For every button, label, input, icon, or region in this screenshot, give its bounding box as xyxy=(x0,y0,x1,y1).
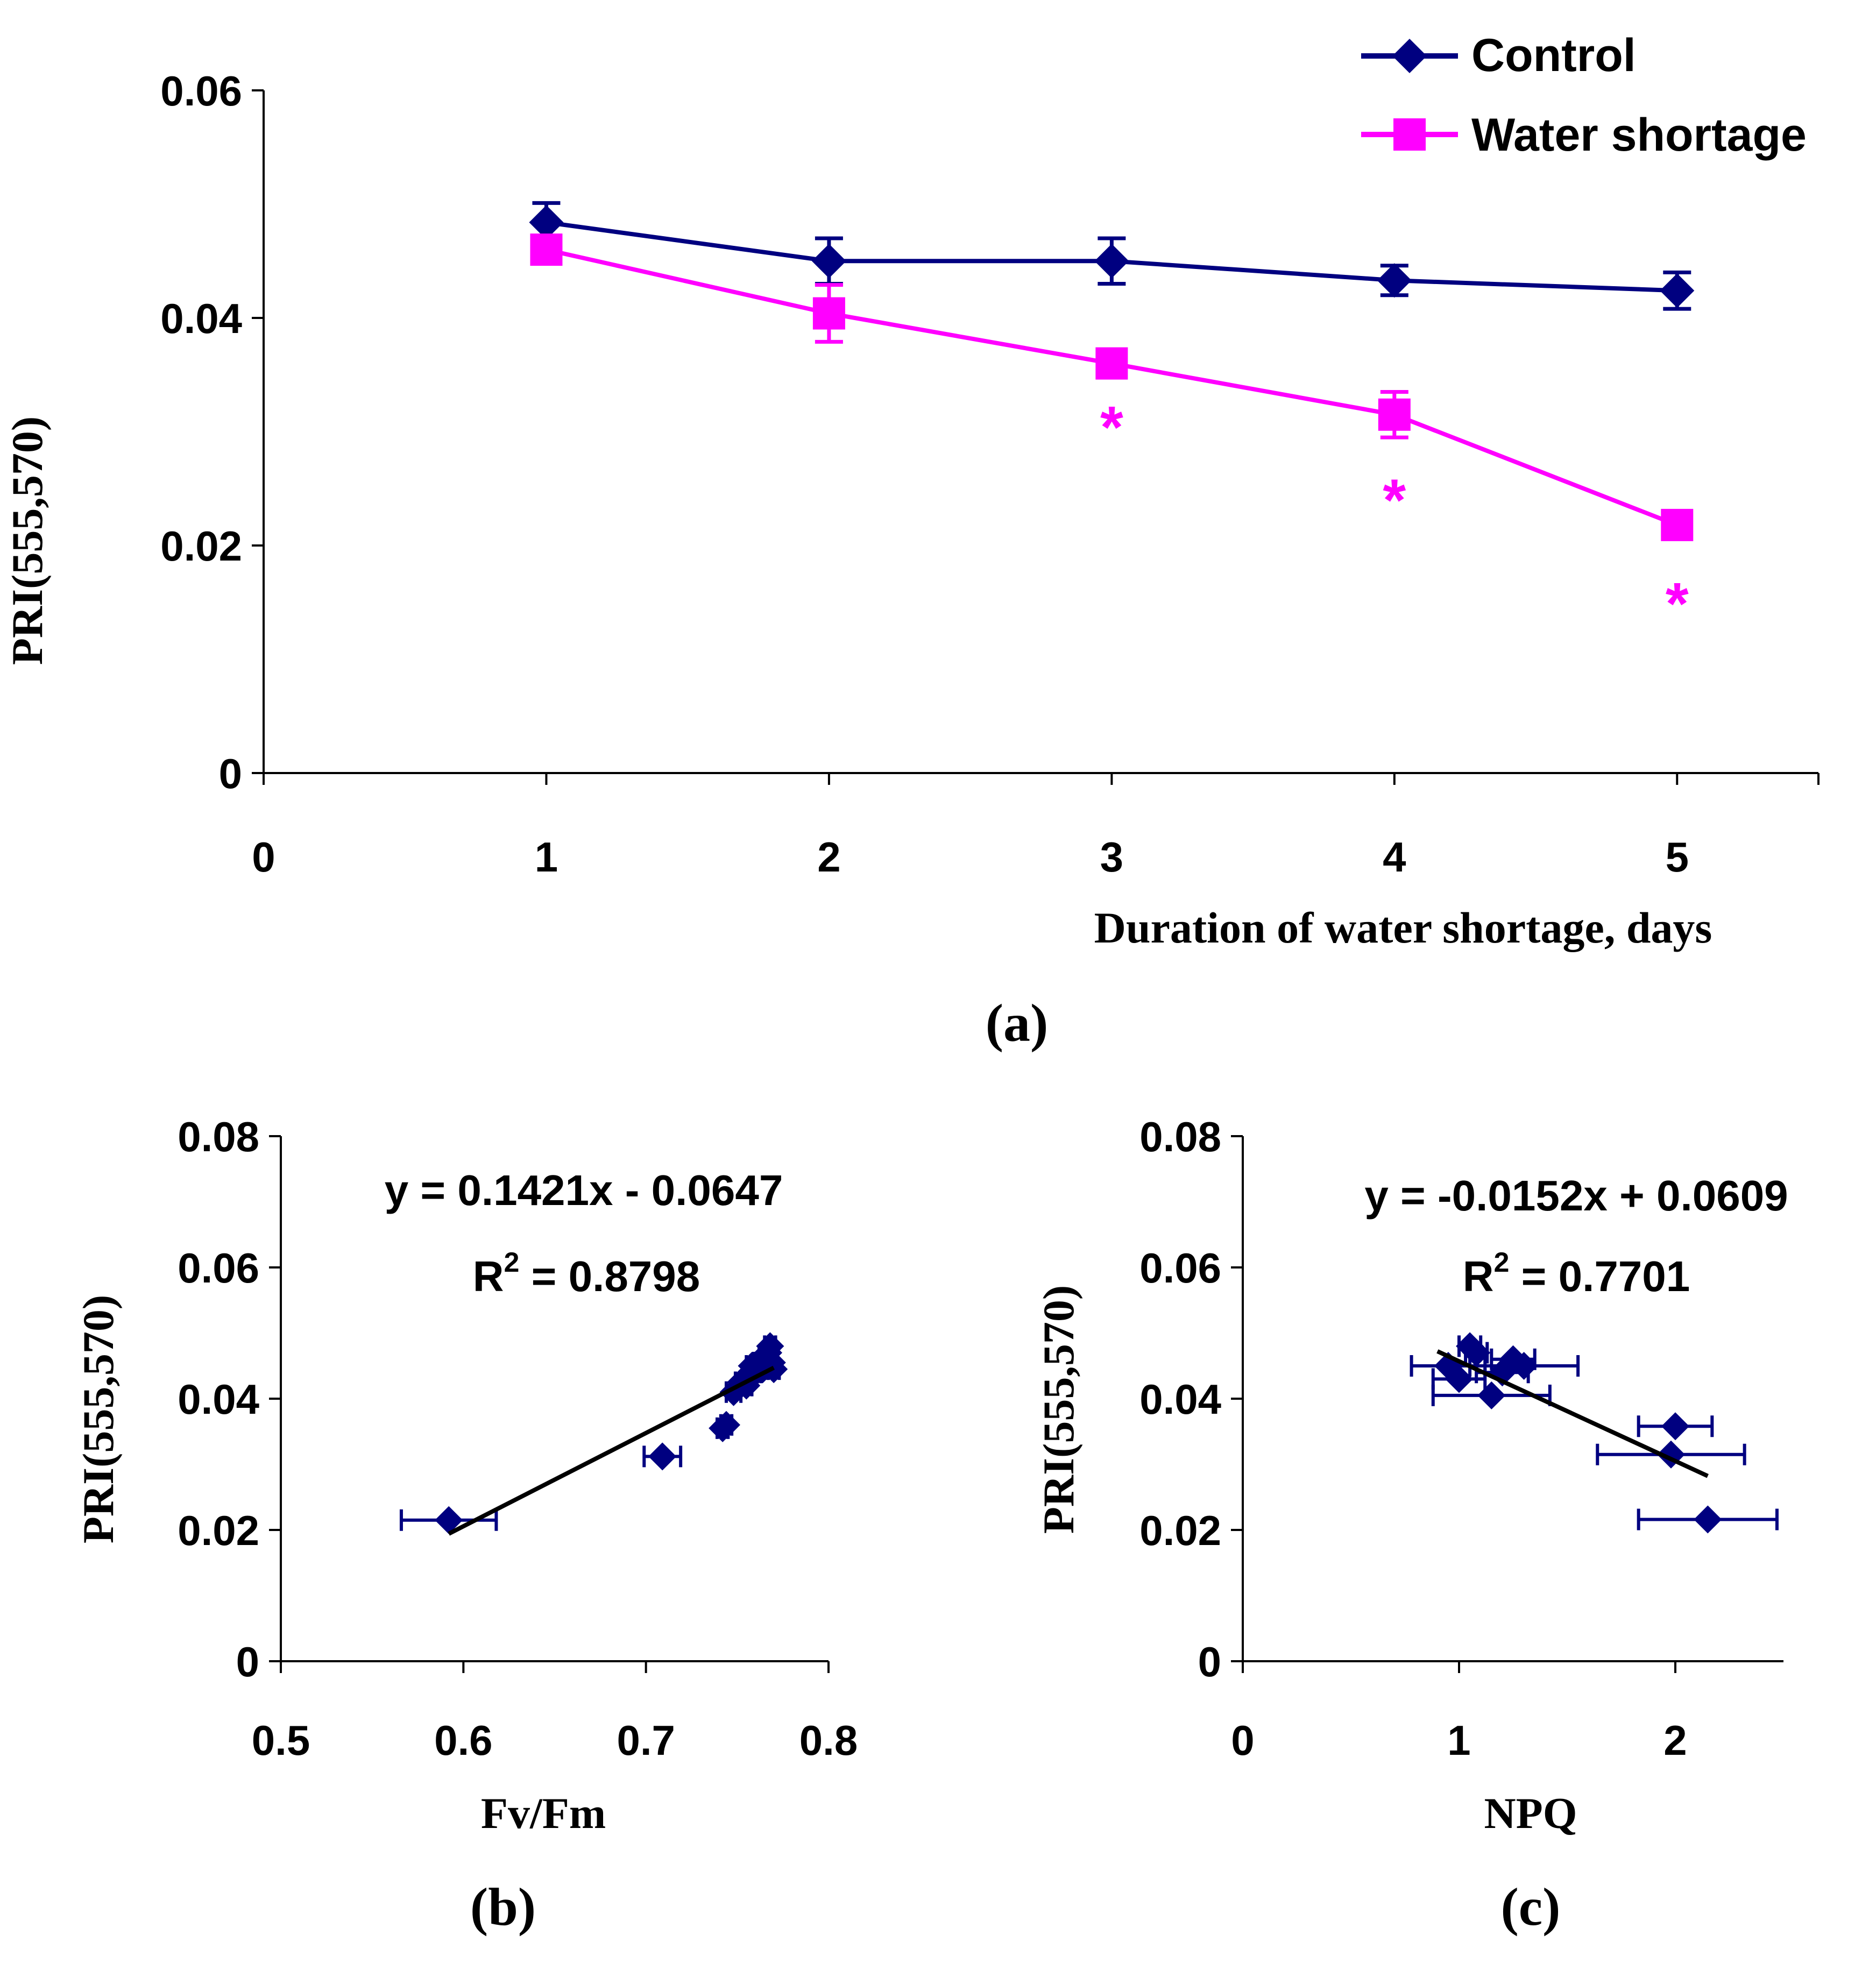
chart-b-equation: y = 0.1421x - 0.0647 xyxy=(385,1166,783,1214)
series-water-shortage-point xyxy=(530,233,563,266)
series-control-point xyxy=(811,244,846,279)
chart-c-point xyxy=(1477,1381,1506,1409)
chart-c-series xyxy=(1410,1332,1779,1534)
chart-a-panel-label: (a) xyxy=(986,993,1049,1053)
chart-c-panel-label: (c) xyxy=(1501,1877,1561,1937)
chart-c-trendline xyxy=(1436,1349,1709,1478)
chart-c-ytick-label: 0.02 xyxy=(1139,1507,1221,1554)
chart-a-ylabel: PRI(555,570) xyxy=(3,416,52,665)
chart-b-r2-value: = 0.8798 xyxy=(519,1252,700,1300)
chart-b-xtick-label: 0.6 xyxy=(434,1717,492,1764)
series-control-point xyxy=(1094,244,1129,279)
chart-c-point xyxy=(1445,1365,1473,1393)
chart-c-r2-label: R xyxy=(1463,1252,1494,1300)
chart-c-point xyxy=(1661,1412,1689,1441)
chart-b-xtick-label: 0.7 xyxy=(617,1717,675,1764)
chart-b-point xyxy=(712,1411,740,1439)
legend-control-marker xyxy=(1392,39,1427,73)
chart-b-trendline xyxy=(448,1365,775,1536)
chart-c-ytick-label: 0.04 xyxy=(1139,1376,1221,1423)
chart-c-ytick-label: 0 xyxy=(1198,1638,1221,1685)
chart-a: 0 0.02 0.04 0.06 0 1 2 3 4 5 * * * Control Water sh… xyxy=(3,30,1820,1053)
chart-a-axes: 0 0.02 0.04 0.06 0 1 2 3 4 5 xyxy=(160,67,1820,881)
chart-a-xtick-label: 2 xyxy=(817,833,840,881)
chart-c-point xyxy=(1694,1505,1722,1534)
chart-b: 0 0.02 0.04 0.06 0.08 0.5 0.6 0.7 0.8 y = 0.1421… xyxy=(74,1113,858,1937)
chart-c-r2-value: = 0.7701 xyxy=(1509,1252,1690,1300)
chart-a-ytick-label: 0.02 xyxy=(160,522,242,570)
chart-c: 0 0.02 0.04 0.06 0.08 0 1 2 y = -0.0152x + 0.06… xyxy=(1034,1113,1788,1937)
chart-a-xtick-label: 3 xyxy=(1100,833,1123,881)
chart-b-point xyxy=(435,1506,463,1534)
chart-c-r2: R2 = 0.7701 xyxy=(1463,1247,1690,1300)
chart-b-r2-label: R xyxy=(473,1252,504,1300)
legend-control-label: Control xyxy=(1471,30,1636,81)
series-water-shortage-point xyxy=(812,297,845,330)
chart-b-panel-label: (b) xyxy=(470,1877,536,1937)
chart-b-r2: R2 = 0.8798 xyxy=(473,1247,700,1300)
chart-b-r2-sup: 2 xyxy=(504,1247,520,1278)
chart-a-ytick-label: 0 xyxy=(219,750,242,797)
significance-marker: * xyxy=(1383,467,1406,533)
significance-marker: * xyxy=(1100,394,1123,460)
chart-a-series: * * * xyxy=(529,201,1695,637)
chart-b-axes: 0 0.02 0.04 0.06 0.08 0.5 0.6 0.7 0.8 xyxy=(178,1113,858,1764)
significance-marker: * xyxy=(1666,571,1689,637)
chart-a-ytick-label: 0.06 xyxy=(160,67,242,115)
series-water-shortage-point xyxy=(1378,398,1411,431)
chart-c-ytick-label: 0.08 xyxy=(1139,1113,1221,1160)
chart-c-xtick-label: 2 xyxy=(1663,1717,1687,1764)
series-control-point xyxy=(529,205,564,240)
chart-c-ylabel: PRI(555,570) xyxy=(1034,1285,1083,1534)
chart-b-point xyxy=(648,1442,677,1471)
chart-a-legend: Control Water shortage xyxy=(1361,30,1807,161)
chart-b-series xyxy=(399,1332,788,1536)
chart-b-xlabel: Fv/Fm xyxy=(481,1789,606,1838)
chart-c-axes: 0 0.02 0.04 0.06 0.08 0 1 2 xyxy=(1139,1113,1783,1764)
chart-a-xtick-label: 1 xyxy=(535,833,558,881)
chart-a-xtick-label: 4 xyxy=(1383,833,1406,881)
legend-water-shortage-label: Water shortage xyxy=(1471,109,1807,161)
chart-b-ytick-label: 0 xyxy=(236,1638,259,1685)
chart-b-ylabel: PRI(555,570) xyxy=(74,1295,123,1543)
chart-b-xtick-label: 0.5 xyxy=(252,1717,310,1764)
chart-a-ytick-label: 0.04 xyxy=(160,295,242,342)
series-water-shortage-line xyxy=(546,247,1678,527)
series-water-shortage-point xyxy=(1095,347,1128,380)
chart-a-xlabel: Duration of water shortage, days xyxy=(1094,903,1712,952)
chart-c-point xyxy=(1510,1352,1538,1380)
chart-b-ytick-label: 0.02 xyxy=(178,1507,259,1554)
chart-a-xtick-label: 0 xyxy=(252,833,275,881)
legend-water-shortage-marker xyxy=(1393,118,1426,151)
series-control-point xyxy=(1377,263,1412,298)
chart-a-xtick-label: 5 xyxy=(1666,833,1689,881)
chart-c-xlabel: NPQ xyxy=(1484,1789,1577,1838)
chart-b-xtick-label: 0.8 xyxy=(799,1717,858,1764)
chart-c-xtick-label: 1 xyxy=(1447,1717,1470,1764)
series-control-point xyxy=(1660,273,1695,308)
chart-b-ytick-label: 0.08 xyxy=(178,1113,259,1160)
series-water-shortage-point xyxy=(1661,508,1694,541)
chart-c-xtick-label: 0 xyxy=(1231,1717,1254,1764)
chart-c-equation: y = -0.0152x + 0.0609 xyxy=(1364,1172,1788,1220)
chart-b-ytick-label: 0.06 xyxy=(178,1244,259,1292)
chart-c-r2-sup: 2 xyxy=(1494,1247,1510,1278)
chart-c-ytick-label: 0.06 xyxy=(1139,1244,1221,1292)
chart-b-ytick-label: 0.04 xyxy=(178,1376,259,1423)
